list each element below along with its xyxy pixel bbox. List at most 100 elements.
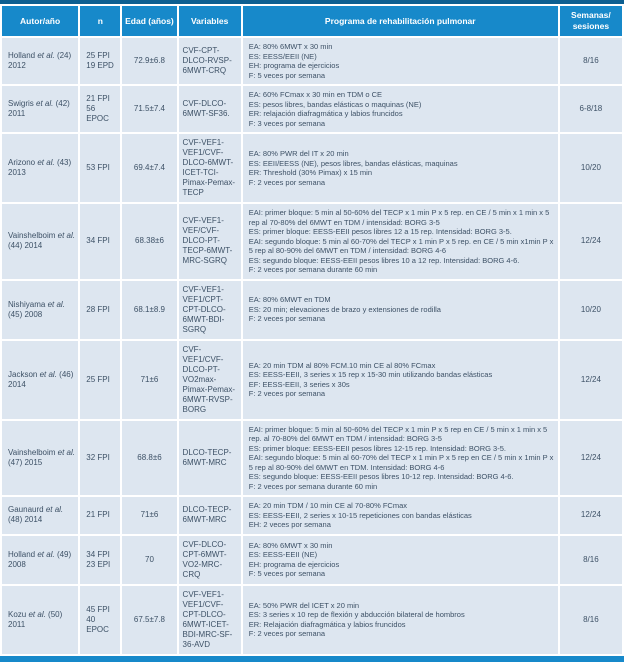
n-line: 40 EPOC [86,614,109,634]
variables-cell: CVF-VEF1-VEF1/CVF-CPT-DLCO-6MWT-ICET-BDI… [178,585,241,654]
author-ref-year: (43) 2013 [8,158,72,178]
author-name: Jackson [8,369,40,379]
author-cell: Nishiyama et al. (45) 2008 [2,280,79,339]
programa-line: F: 2 veces por semana [248,177,326,187]
programa-cell: EA: 80% 6MWT x 30 min ES: EESS/EEII (NE) E… [242,38,558,85]
programa-cell: EA: 80% PWR del IT x 20 min ES: EEII/EESS… [242,134,558,203]
table-row: Jackson et al. (46) 2014 25 FPI 71±6 CVF… [2,340,622,419]
table-row: Kozu et al. (50) 2011 45 FPI 40 EPOC 67.5… [2,585,622,654]
programa-line: EH: programa de ejercicios [248,61,340,71]
author-etal: et al. [36,99,54,109]
author-ref-year: (47) 2015 [8,457,43,467]
author-cell: Swigris et al. (42) 2011 [2,86,79,133]
programa-line: ES: EESS/EEII (NE) [248,51,317,61]
variables-cell: DLCO-TECP-6MWT-MRC [178,497,241,534]
programa-cell: EAI: primer bloque: 5 min al 50-60% del … [242,204,558,279]
author-name: Swigris [8,99,37,109]
author-ref-year: (46) 2014 [8,369,74,389]
edad-cell: 71±6 [122,497,177,534]
author-ref-year: (42) 2011 [8,99,70,119]
table-row: Holland et al. (49) 2008 34 FPI 23 EPI 70… [2,535,622,584]
edad-cell: 68.38±6 [122,204,177,279]
programa-line: F: 2 veces por semana [248,389,326,399]
author-cell: Kozu et al. (50) 2011 [2,585,79,654]
author-name: Holland [8,51,38,61]
semanas-cell: 12/24 [559,204,622,279]
edad-cell: 71.5±7.4 [122,86,177,133]
n-line: 53 FPI [86,163,110,173]
author-etal: et al. [37,549,55,559]
programa-line: ES: primer bloque: EESS-EEII pesos libre… [248,227,512,237]
semanas-cell: 12/24 [559,420,622,496]
author-cell: Vainshelboim et al. (44) 2014 [2,204,79,279]
author-name: Gaunaurd [8,505,46,515]
author-cell: Holland et al. (24) 2012 [2,38,79,85]
author-ref-year: (48) 2014 [8,515,43,525]
programa-cell: EA: 50% PWR del ICET x 20 min ES: 3 serie… [242,585,558,654]
programa-cell: EA: 60% FCmax x 30 min en TDM o CE ES: pe… [242,86,558,133]
programa-cell: EA: 20 min TDM al 80% FCM.10 min CE al 8… [242,340,558,419]
table-body: Holland et al. (24) 2012 25 FPI 19 EPD 72… [2,38,622,654]
semanas-cell: 8/16 [559,585,622,654]
programa-line: EA: 60% FCmax x 30 min en TDM o CE [248,90,382,100]
author-etal: et al. [37,158,55,168]
programa-cell: EA: 20 min TDM / 10 min CE al 70-80% FCm… [242,497,558,534]
col-header-n: n [80,6,121,37]
edad-cell: 68.8±6 [122,420,177,496]
author-cell: Vainshelboim et al. (47) 2015 [2,420,79,496]
author-ref-year: (45) 2008 [8,309,43,319]
author-ref-year: (49) 2008 [8,549,72,569]
author-ref-year: (24) 2012 [8,51,72,71]
author-name: Vainshelboim [8,447,58,457]
n-line: 28 FPI [86,304,110,314]
col-header-edad: Edad (años) [122,6,177,37]
programa-line: EA: 20 min TDM al 80% FCM.10 min CE al 8… [248,360,436,370]
semanas-cell: 6-8/18 [559,86,622,133]
programa-line: EA: 80% 6MWT x 30 min [248,42,333,52]
programa-line: F: 5 veces por semana [248,70,326,80]
author-cell: Jackson et al. (46) 2014 [2,340,79,419]
table-row: Swigris et al. (42) 2011 21 FPI 56 EPOC 7… [2,86,622,133]
programa-cell: EA: 80% 6MWT en TDM ES: 20 min; elevacion… [242,280,558,339]
programa-line: ER: Threshold (30% Pimax) x 15 min [248,168,372,178]
author-ref-year: (44) 2014 [8,241,43,251]
table-row: Arizono et al. (43) 2013 53 FPI 69.4±7.4… [2,134,622,203]
n-cell: 21 FPI 56 EPOC [80,86,121,133]
col-header-semanas: Semanas/ sesiones [559,6,622,37]
programa-line: EA: 80% 6MWT en TDM [248,295,331,305]
author-cell: Holland et al. (49) 2008 [2,535,79,584]
edad-cell: 67.5±7.8 [122,585,177,654]
n-line: 45 FPI [86,604,110,614]
author-cell: Arizono et al. (43) 2013 [2,134,79,203]
col-header-autor: Autor/año [2,6,79,37]
programa-line: ES: EESS-EEII (NE) [248,550,318,560]
programa-line: ES: EESS-EEII, 2 series x 10-15 repetici… [248,510,472,520]
author-etal: et al. [45,505,64,515]
n-line: 23 EPI [86,559,111,569]
programa-line: F: 3 veces por semana [248,118,326,128]
variables-cell: CVF-VEF1-VEF1/CPT-CPT-DLCO-6MWT-BDI-SGRQ [178,280,241,339]
programa-line: ES: 3 series x 10 rep de flexión y abduc… [248,610,465,620]
programa-line: EH: 2 veces por semana [248,520,331,530]
semanas-cell: 10/20 [559,280,622,339]
author-name: Holland [8,549,38,559]
variables-cell: CVF-DLCO-6MWT-SF36. [178,86,241,133]
n-cell: 28 FPI [80,280,121,339]
header-row: Autor/año n Edad (años) Variables Progra… [2,6,622,37]
bottom-accent-bar [0,655,624,662]
semanas-cell: 8/16 [559,535,622,584]
author-etal: et al. [39,369,57,379]
variables-cell: CVF-DLCO-CPT-6MWT-VO2-MRC-CRQ [178,535,241,584]
n-cell: 34 FPI 23 EPI [80,535,121,584]
edad-cell: 69.4±7.4 [122,134,177,203]
semanas-cell: 10/20 [559,134,622,203]
table-row: Vainshelboim et al. (44) 2014 34 FPI 68.… [2,204,622,279]
variables-cell: CVF-CPT-DLCO-RVSP-6MWT-CRQ [178,38,241,85]
author-name: Vainshelboim [8,231,58,241]
edad-cell: 68.1±8.9 [122,280,177,339]
table-row: Nishiyama et al. (45) 2008 28 FPI 68.1±8… [2,280,622,339]
programa-line: F: 2 veces por semana [248,314,326,324]
programa-line: EAI: segundo bloque: 5 min al 60-70% del… [248,453,554,472]
semanas-cell: 12/24 [559,497,622,534]
programa-line: EAI: primer bloque: 5 min al 50-60% del … [248,208,550,227]
